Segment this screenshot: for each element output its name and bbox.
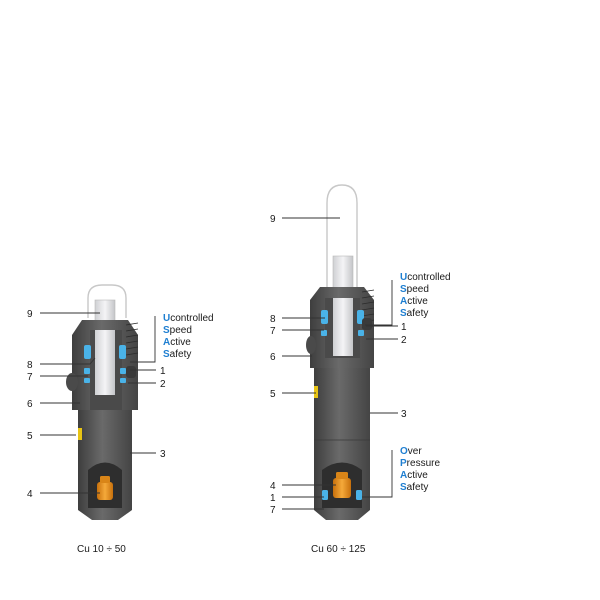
large-bottom-seals: [322, 490, 362, 500]
large-cylinder: [306, 184, 375, 520]
small-label-3: 3: [160, 449, 166, 460]
large-label-1b: 1: [270, 493, 276, 504]
large-label-2: 2: [401, 335, 407, 346]
small-usas-line-4: Safety: [163, 349, 191, 360]
small-thread: [125, 322, 139, 356]
large-side-port: [306, 336, 316, 354]
large-opas-line-4: Safety: [400, 482, 428, 493]
small-usas-acronym: Ucontrolled Speed Active Safety: [163, 313, 214, 360]
large-yellow-plug: [314, 386, 318, 398]
small-yellow-plug: [78, 428, 82, 440]
small-side-port: [66, 373, 78, 391]
large-orange-valve: [333, 478, 351, 498]
large-leaders: [282, 217, 398, 510]
large-usas-line-2: Speed: [400, 284, 429, 295]
small-caption: Cu 10 ÷ 50: [77, 544, 126, 555]
small-label-6: 6: [27, 399, 33, 410]
small-label-4: 4: [27, 489, 33, 500]
small-valve: [126, 366, 136, 378]
large-valve: [362, 318, 372, 330]
large-opas-line-3: Active: [400, 470, 428, 481]
large-orange-cap: [336, 472, 348, 479]
small-label-1: 1: [160, 366, 166, 377]
small-rod-inner: [95, 330, 115, 395]
large-usas-line-4: Safety: [400, 308, 428, 319]
small-label-8: 8: [27, 360, 33, 371]
large-label-1: 1: [401, 322, 407, 333]
large-usas-line-1: Ucontrolled: [400, 272, 451, 283]
large-label-8: 8: [270, 314, 276, 325]
large-rod-inner: [333, 298, 353, 356]
large-label-9: 9: [270, 214, 276, 225]
small-label-7: 7: [27, 372, 33, 383]
large-opas-line-2: Pressure: [400, 458, 440, 469]
small-usas-line-3: Active: [163, 337, 191, 348]
large-usas-acronym: Ucontrolled Speed Active Safety: [400, 272, 451, 319]
large-usas-line-3: Active: [400, 296, 428, 307]
small-orange-valve: [97, 482, 113, 500]
large-seals: [321, 310, 364, 336]
large-label-7: 7: [270, 326, 276, 337]
small-usas-line-2: Speed: [163, 325, 192, 336]
small-leaders: [40, 312, 156, 494]
small-label-9: 9: [27, 309, 33, 320]
large-opas-acronym: Over Pressure Active Safety: [400, 446, 440, 493]
large-label-7b: 7: [270, 505, 276, 516]
small-cylinder: [66, 284, 139, 520]
small-usas-line-1: Ucontrolled: [163, 313, 214, 324]
small-label-2: 2: [160, 379, 166, 390]
large-rod-envelope: [326, 184, 358, 290]
large-opas-line-1: Over: [400, 446, 422, 457]
small-label-5: 5: [27, 431, 33, 442]
small-seals: [84, 345, 126, 383]
large-label-4b: 4: [270, 481, 276, 492]
large-label-5: 5: [270, 389, 276, 400]
large-label-6: 6: [270, 352, 276, 363]
small-rod-envelope: [87, 284, 127, 318]
large-label-3: 3: [401, 409, 407, 420]
large-caption: Cu 60 ÷ 125: [311, 544, 366, 555]
small-orange-cap: [100, 476, 110, 483]
